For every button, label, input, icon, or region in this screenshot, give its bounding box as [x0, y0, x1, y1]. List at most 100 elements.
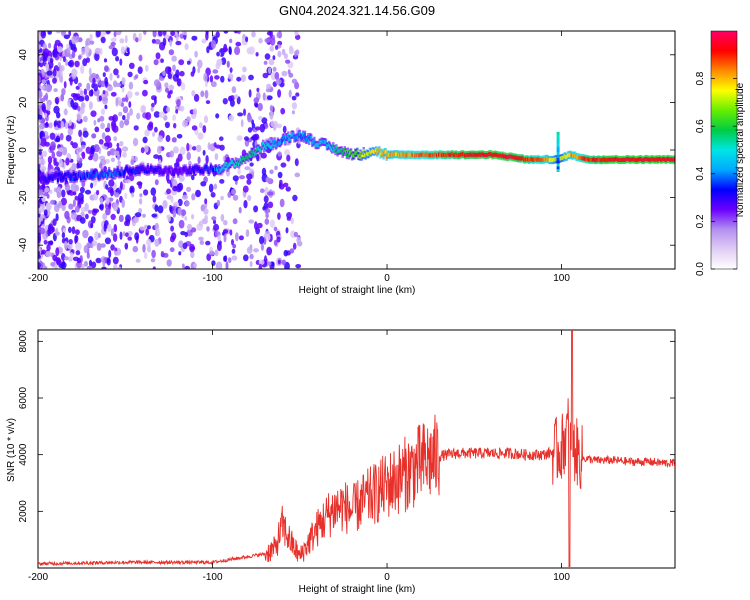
spectrogram-speckle	[191, 193, 196, 201]
spectrogram-speckle	[77, 147, 83, 152]
spectrogram-speckle	[98, 95, 102, 102]
spectrogram-speckle	[175, 40, 182, 46]
spectrogram-speckle	[148, 121, 154, 128]
spectrogram-speckle	[191, 35, 198, 41]
spectrogram-ridge-cell	[301, 132, 304, 137]
spectrogram-speckle	[145, 112, 152, 120]
spectrogram-speckle	[209, 75, 214, 83]
spectrogram-y-tick-label: 20	[18, 96, 29, 108]
spectrogram-speckle	[119, 38, 125, 44]
spectrogram-speckle	[229, 67, 233, 73]
spectrogram-speckle	[242, 66, 247, 73]
spectrogram-speckle	[38, 90, 43, 99]
snr-x-ticks: -200 -100 0 100	[28, 330, 570, 583]
spectrogram-speckle	[121, 86, 125, 93]
spectrogram-speckle	[169, 150, 174, 158]
spectrogram-speckle	[289, 248, 295, 254]
spectrogram-speckle	[92, 152, 99, 162]
spectrogram-speckle	[173, 201, 179, 206]
spectrogram-speckle	[164, 82, 169, 89]
spectrogram-speckle	[245, 36, 249, 43]
spectrogram-speckle	[40, 214, 44, 222]
spectrogram-ridge-cell	[313, 138, 316, 143]
spectrogram-speckle	[109, 72, 113, 81]
spectrogram-speckle	[138, 198, 143, 205]
spectrogram-speckle	[91, 261, 97, 269]
spectrogram-speckle	[79, 217, 86, 224]
spectrogram-speckle	[79, 186, 85, 194]
spectrogram-speckle	[116, 153, 121, 161]
spectrogram-speckle	[199, 240, 205, 246]
spectrogram-speckle	[257, 115, 263, 121]
spectrogram-speckle	[216, 199, 221, 207]
spectrogram-speckle	[184, 216, 188, 221]
spectrogram-speckle	[140, 104, 146, 114]
spectrogram-speckle	[154, 39, 161, 45]
spectrogram-speckle	[83, 88, 88, 96]
spectrogram-speckle	[63, 108, 68, 116]
spectrogram-burst	[556, 169, 560, 172]
spectrogram-burst	[556, 131, 560, 135]
spectrogram-speckle	[55, 31, 61, 34]
spectrogram-speckle	[277, 212, 281, 220]
spectrogram-speckle	[41, 249, 46, 255]
spectrogram-speckle	[231, 86, 237, 94]
spectrogram-speckle	[247, 115, 253, 123]
spectrogram-speckle	[269, 110, 274, 120]
spectrogram-speckle	[45, 63, 50, 70]
spectrogram-speckle	[144, 129, 150, 137]
spectrogram-speckle	[143, 252, 148, 259]
spectrogram-speckle	[249, 261, 253, 267]
spectrogram-speckle	[80, 197, 84, 205]
spectrogram-speckle	[256, 87, 260, 92]
spectrogram-burst	[556, 160, 560, 164]
spectrogram-speckle	[203, 115, 209, 124]
spectrogram-speckle	[258, 263, 263, 269]
spectrogram-speckle	[68, 119, 72, 127]
spectrogram-speckle	[291, 78, 298, 84]
spectrogram-ridge-cell	[378, 148, 381, 153]
spectrogram-speckle	[90, 110, 97, 117]
spectrogram-speckle	[269, 31, 273, 39]
spectrogram-speckle	[63, 34, 70, 40]
spectrogram-speckle	[139, 226, 146, 231]
spectrogram-speckle	[285, 186, 291, 192]
spectrogram-speckle	[78, 129, 82, 138]
spectrogram-speckle	[243, 200, 248, 209]
spectrogram-speckle	[246, 246, 253, 254]
spectrogram-ridge-cell	[673, 156, 675, 161]
spectrogram-speckle	[201, 38, 207, 44]
spectrogram-speckle	[52, 77, 57, 84]
colorbar-tick-label: 0.8	[695, 71, 706, 85]
spectrogram-speckle	[192, 108, 198, 116]
spectrogram-speckle	[229, 95, 235, 101]
spectrogram-speckle	[101, 132, 106, 140]
spectrogram-speckle	[72, 93, 79, 101]
spectrogram-speckle	[38, 75, 41, 83]
spectrogram-speckle	[143, 189, 149, 196]
spectrogram-speckle	[251, 31, 256, 38]
spectrogram-speckle	[133, 125, 139, 131]
spectrogram-speckle	[61, 31, 66, 36]
spectrogram-speckle	[99, 162, 103, 169]
spectrogram-speckle	[266, 95, 273, 101]
spectrogram-speckle	[264, 255, 267, 264]
spectrogram-speckle	[38, 205, 45, 213]
spectrogram-speckle	[207, 142, 211, 151]
snr-y-tick-label: 6000	[18, 386, 29, 409]
spectrogram-speckle	[94, 231, 100, 241]
spectrogram-speckle	[70, 183, 78, 192]
spectrogram-speckle	[135, 258, 141, 263]
spectrogram-speckle	[55, 213, 59, 222]
spectrogram-speckle	[292, 54, 299, 60]
spectrogram-speckle	[80, 65, 85, 74]
spectrogram-speckle	[131, 192, 135, 198]
spectrogram-speckle	[65, 134, 72, 142]
spectrogram-speckle	[56, 112, 61, 119]
spectrogram-speckle	[245, 229, 250, 238]
spectrogram-speckle	[232, 243, 237, 249]
spectrogram-speckle	[72, 199, 76, 208]
spectrogram-ridge-cell	[90, 170, 93, 175]
spectrogram-speckle	[217, 234, 221, 242]
spectrogram-speckle	[202, 125, 207, 134]
